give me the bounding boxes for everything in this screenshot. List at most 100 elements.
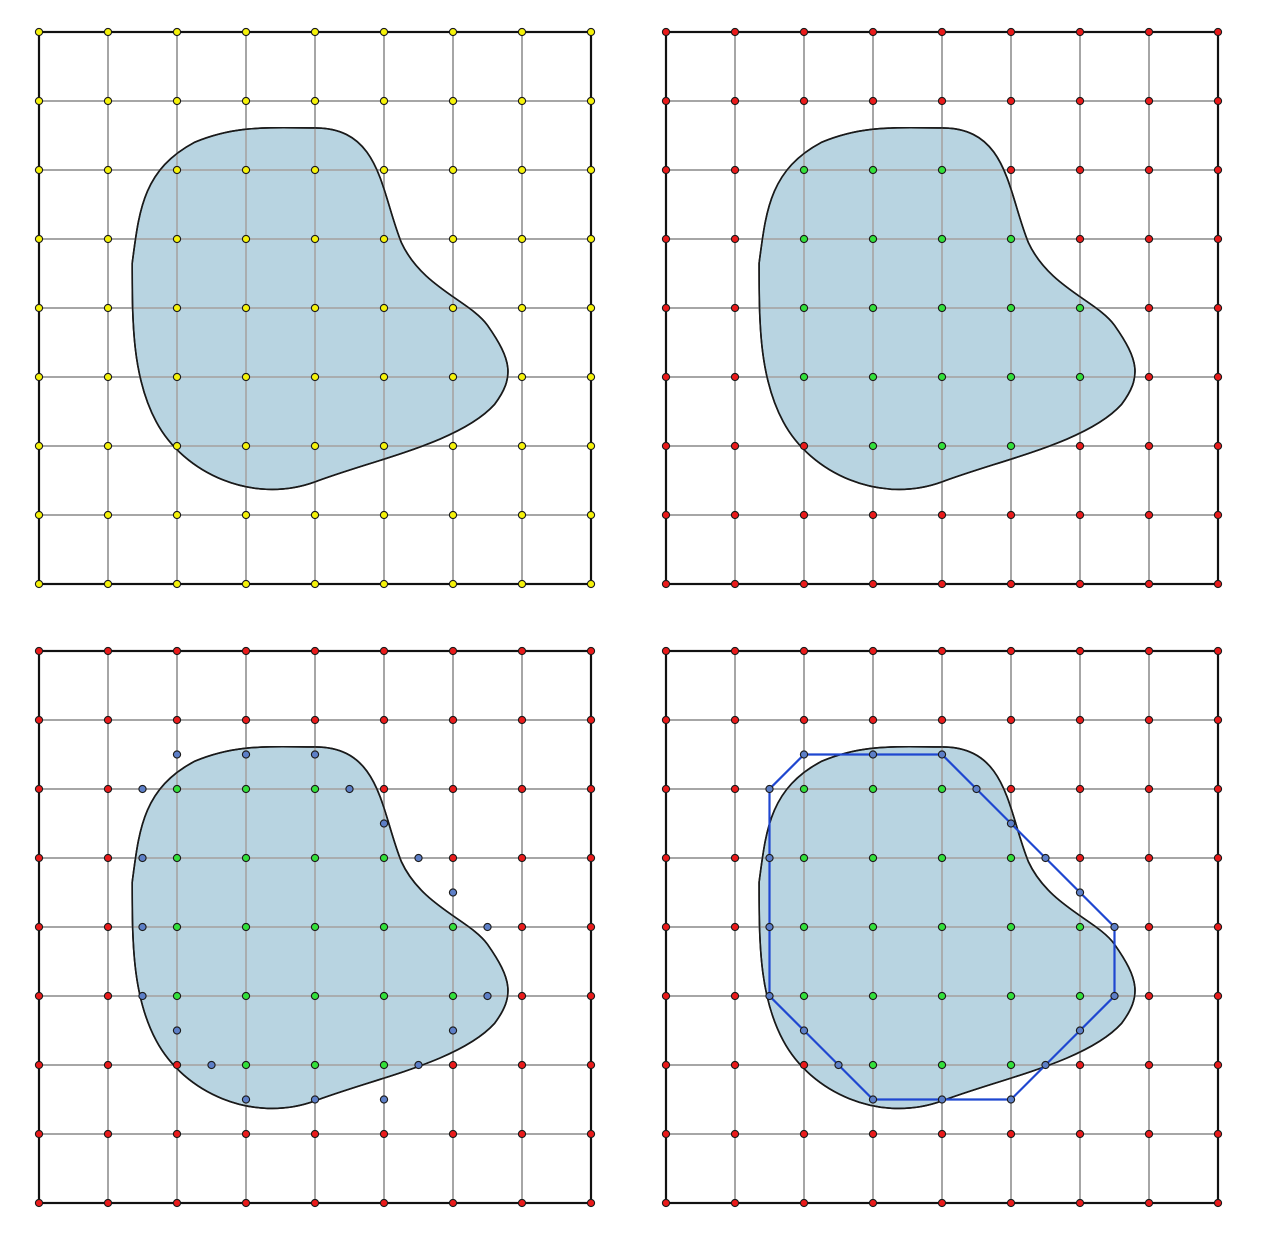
grid-vertex [517, 303, 527, 313]
grid-vertex-inside [241, 922, 251, 932]
grid-vertex-outside [34, 991, 44, 1001]
grid-vertex-outside [730, 96, 740, 106]
grid-vertex-outside [1006, 646, 1016, 656]
grid-vertex [310, 96, 320, 106]
grid-vertex-inside [868, 441, 878, 451]
grid-vertex-outside [1213, 1060, 1223, 1070]
grid-vertex [586, 372, 596, 382]
grid-vertex-inside [241, 784, 251, 794]
panel-grid-vertices [34, 27, 596, 589]
grid-vertex-outside [379, 1198, 389, 1208]
grid-vertex-outside [517, 922, 527, 932]
grid-vertex [517, 96, 527, 106]
grid-vertex [241, 441, 251, 451]
grid-vertex-outside [586, 784, 596, 794]
grid-vertex-inside [1006, 922, 1016, 932]
grid-vertex-outside [730, 646, 740, 656]
grid-vertex-outside [730, 165, 740, 175]
grid-vertex-outside [730, 1060, 740, 1070]
grid-vertex [586, 96, 596, 106]
grid-vertex-outside [1213, 646, 1223, 656]
grid-vertex-outside [1213, 303, 1223, 313]
grid-vertex-inside [868, 1060, 878, 1070]
grid-vertex-outside [1006, 1129, 1016, 1139]
grid-vertex-outside [937, 96, 947, 106]
grid-vertex-outside [730, 441, 740, 451]
grid-vertex-outside [448, 715, 458, 725]
grid-vertex-outside [1144, 1060, 1154, 1070]
grid-vertex-outside [1213, 165, 1223, 175]
grid-vertex-outside [379, 715, 389, 725]
edge-intersection-point [1041, 853, 1050, 863]
grid-vertex [34, 234, 44, 244]
grid-vertex-outside [1144, 96, 1154, 106]
edge-intersection-point [799, 1026, 809, 1035]
grid-vertex-inside [1006, 991, 1016, 1001]
grid-vertex [103, 579, 113, 589]
grid-vertex-outside [448, 784, 458, 794]
grid-vertex-outside [34, 922, 44, 932]
grid-vertex-outside [1144, 441, 1154, 451]
grid-vertex-inside [172, 991, 182, 1001]
edge-intersection-point [799, 750, 809, 759]
grid-vertex-inside [937, 1060, 947, 1070]
edge-intersection-point [765, 853, 774, 863]
edge-intersection-point [414, 1060, 423, 1070]
grid-vertex-outside [937, 1198, 947, 1208]
grid-vertex-outside [661, 372, 671, 382]
grid-vertex-outside [730, 991, 740, 1001]
grid-vertex-outside [448, 1198, 458, 1208]
grid-vertex-outside [1144, 372, 1154, 382]
grid-vertex-outside [586, 1060, 596, 1070]
grid-vertex [448, 234, 458, 244]
grid-vertex-outside [799, 1060, 809, 1070]
grid-vertex-inside [799, 784, 809, 794]
edge-intersection-point [241, 1095, 251, 1104]
grid-vertex [379, 510, 389, 520]
grid-vertex [379, 165, 389, 175]
grid-vertex-outside [103, 784, 113, 794]
grid-vertex [586, 441, 596, 451]
grid-vertex-outside [661, 27, 671, 37]
grid-vertex-inside [379, 922, 389, 932]
grid-vertex [34, 165, 44, 175]
grid-vertex-inside [799, 372, 809, 382]
grid-vertex-inside [1006, 1060, 1016, 1070]
grid-vertex-outside [517, 991, 527, 1001]
grid-vertex-outside [586, 991, 596, 1001]
grid-vertex-outside [1213, 991, 1223, 1001]
grid-vertex [241, 165, 251, 175]
grid-vertex-outside [1144, 646, 1154, 656]
grid-vertex-outside [1075, 784, 1085, 794]
grid-vertex [103, 372, 113, 382]
grid-vertex [103, 441, 113, 451]
grid-vertex [34, 303, 44, 313]
edge-intersection-point [448, 1026, 458, 1035]
edge-intersection-point [483, 922, 492, 932]
edge-intersection-point [868, 750, 878, 759]
grid-vertex-outside [310, 715, 320, 725]
edge-intersection-point [138, 784, 147, 794]
grid-vertex [310, 372, 320, 382]
grid-vertex-inside [379, 853, 389, 863]
grid-vertex-outside [937, 27, 947, 37]
grid-vertex-outside [172, 1129, 182, 1139]
grid-vertex-outside [1144, 1198, 1154, 1208]
grid-vertex-outside [1144, 27, 1154, 37]
grid-vertex-outside [586, 1129, 596, 1139]
grid-vertex-outside [241, 1129, 251, 1139]
grid-vertex-outside [868, 1198, 878, 1208]
grid-vertex-outside [937, 646, 947, 656]
grid-vertex-outside [1006, 27, 1016, 37]
edge-intersection-point [310, 750, 320, 759]
grid-vertex-outside [1075, 1198, 1085, 1208]
grid-vertex-inside [241, 1060, 251, 1070]
grid-vertex-outside [1075, 715, 1085, 725]
grid-vertex-outside [379, 1129, 389, 1139]
edge-intersection-point [868, 1095, 878, 1104]
grid-vertex [448, 27, 458, 37]
grid-vertex [310, 579, 320, 589]
grid-vertex-outside [799, 579, 809, 589]
grid-vertex-outside [172, 1060, 182, 1070]
grid-vertex-outside [379, 784, 389, 794]
